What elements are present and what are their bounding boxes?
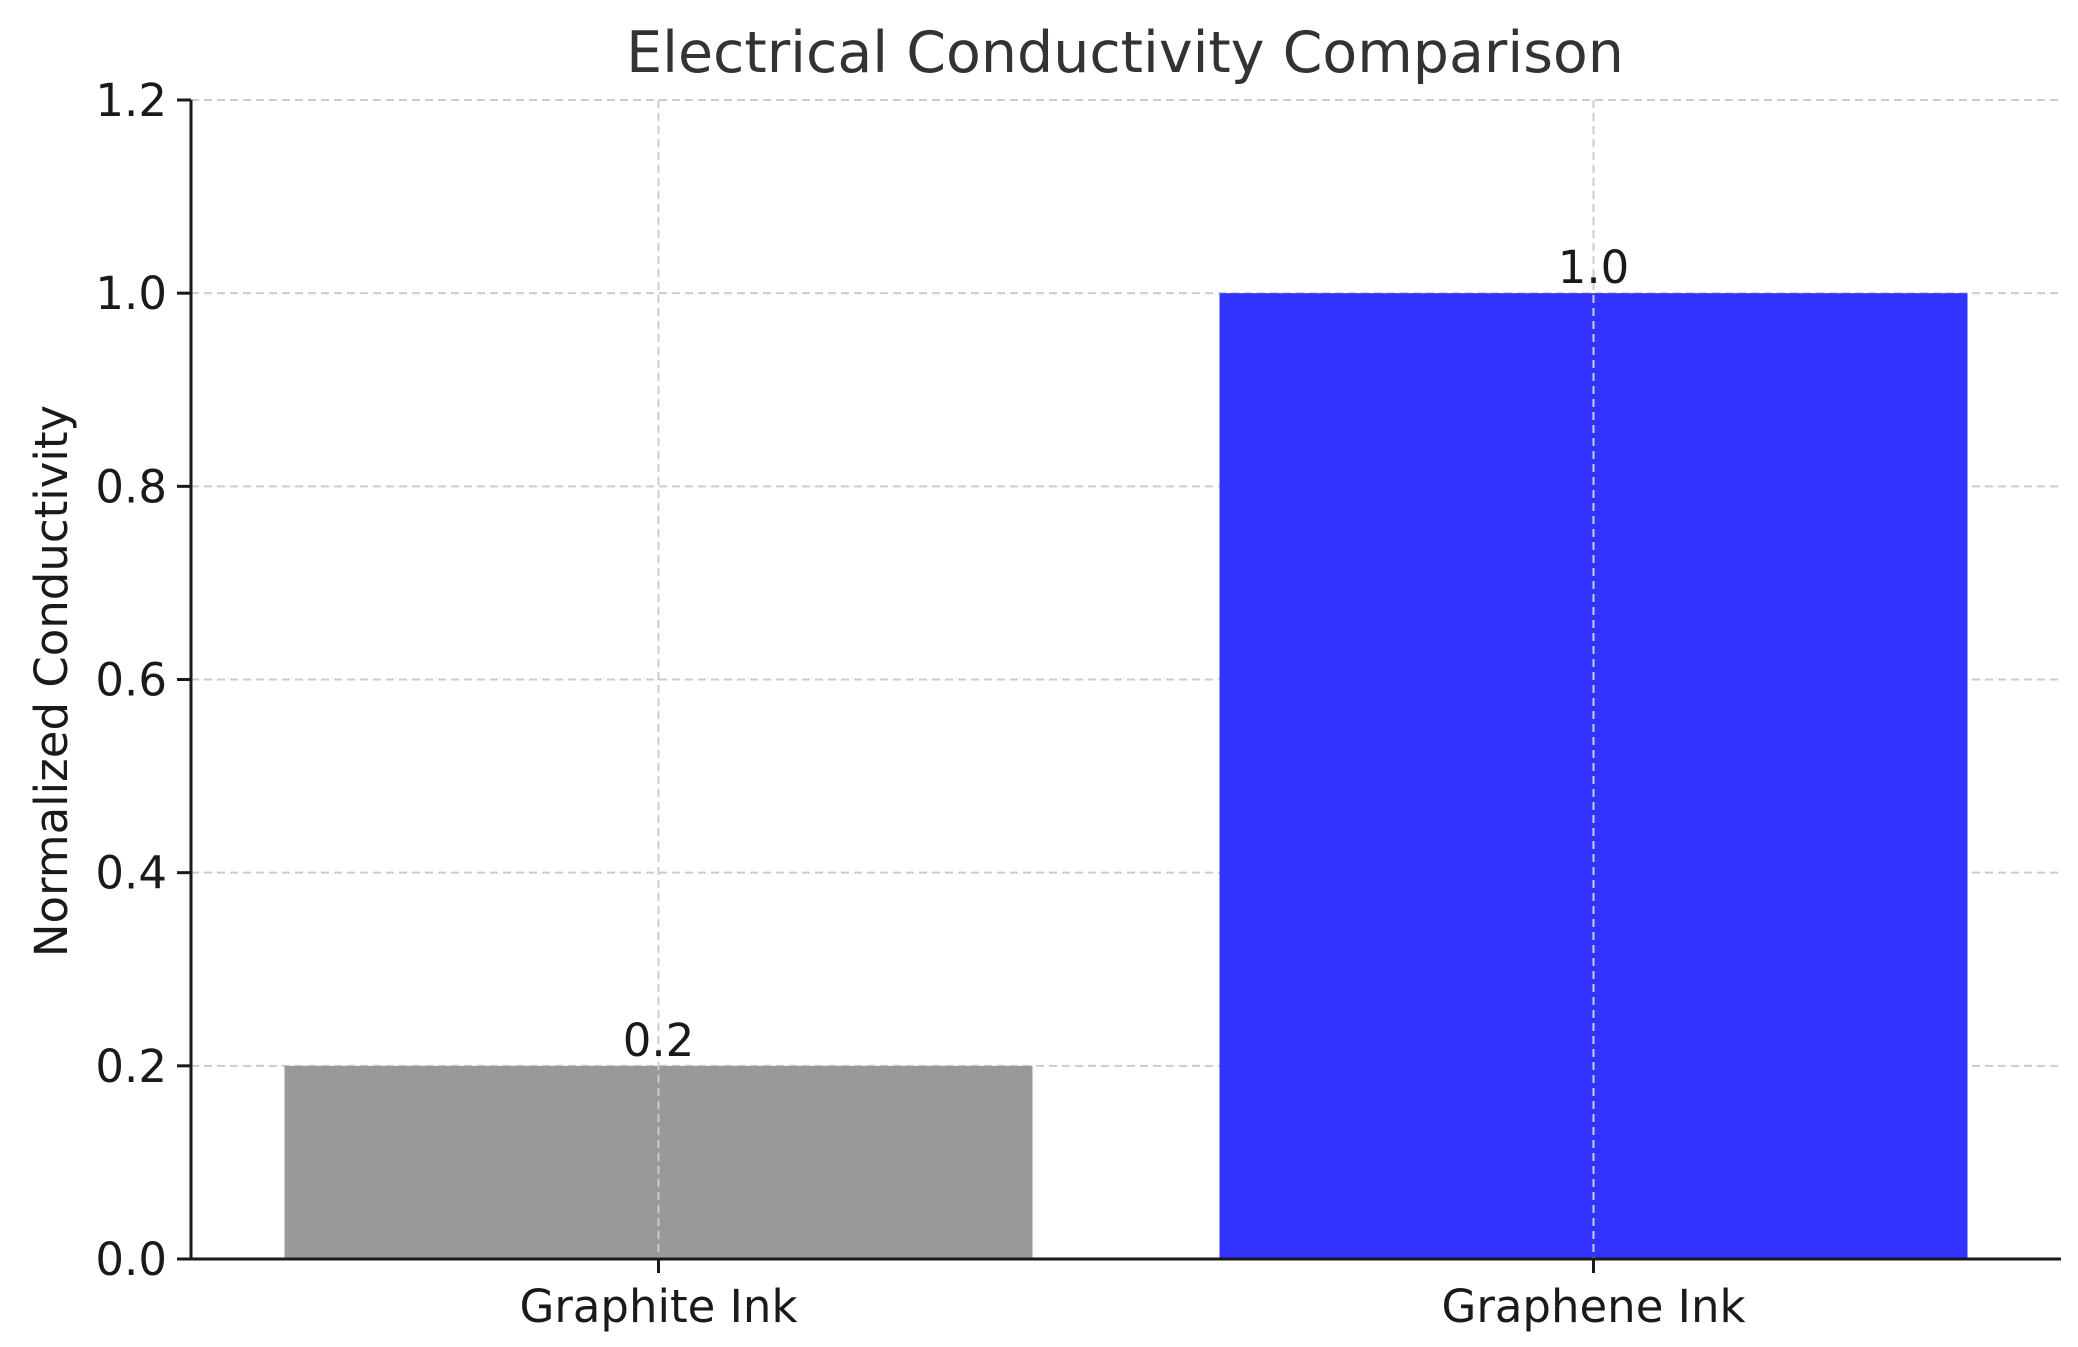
chart-title: Electrical Conductivity Comparison	[626, 20, 1624, 86]
x-tick-label: Graphite Ink	[519, 1280, 797, 1333]
axes	[177, 98, 2061, 1273]
labels: 0.0 0.2 0.4 0.6 0.8 1.0 1.2 Graphite Ink 0.2 Grap…	[95, 74, 1745, 1333]
y-tick-label: 0.0	[95, 1233, 167, 1286]
x-grid	[657, 100, 1595, 1259]
bar-value-label: 0.2	[623, 1014, 695, 1067]
bar-graphite-ink	[284, 1065, 1033, 1259]
y-tick-label: 0.8	[95, 460, 167, 513]
y-tick-label: 1.2	[95, 74, 167, 127]
x-tick-label: Graphene Ink	[1441, 1280, 1745, 1333]
bar-value-label: 1.0	[1558, 241, 1630, 294]
y-tick-label: 0.2	[95, 1040, 167, 1093]
bars	[284, 293, 1968, 1260]
y-tick-label: 1.0	[95, 267, 167, 320]
y-axis-label: Normalized Conductivity	[25, 405, 78, 957]
y-tick-label: 0.4	[95, 847, 167, 900]
y-tick-label: 0.6	[95, 654, 167, 707]
